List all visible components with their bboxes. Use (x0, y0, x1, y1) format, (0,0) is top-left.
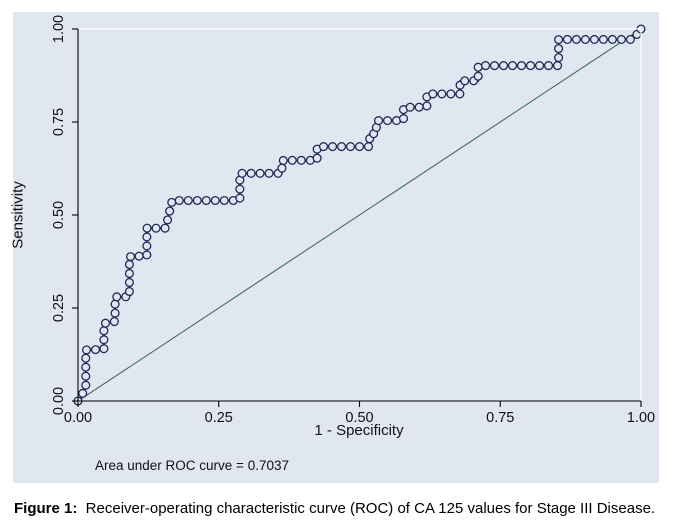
svg-text:1.00: 1.00 (51, 15, 67, 43)
svg-text:0.75: 0.75 (51, 108, 67, 136)
svg-text:0.00: 0.00 (64, 410, 92, 426)
svg-text:0.25: 0.25 (205, 410, 233, 426)
svg-text:0.25: 0.25 (51, 294, 67, 322)
svg-text:0.50: 0.50 (51, 201, 67, 229)
svg-text:0.75: 0.75 (486, 410, 514, 426)
svg-text:1.00: 1.00 (627, 410, 655, 426)
